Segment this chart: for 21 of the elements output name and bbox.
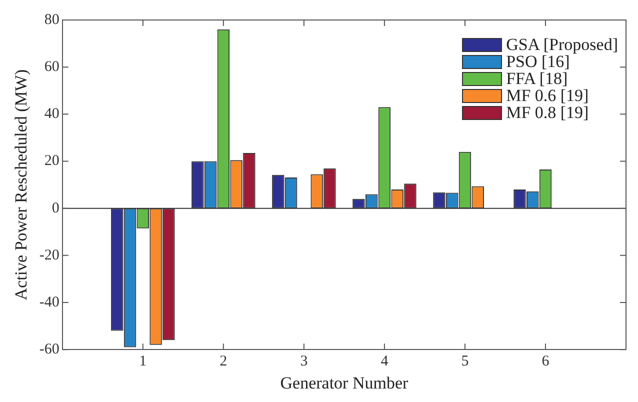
legend-label: FFA [18] bbox=[506, 69, 568, 88]
legend-label: PSO [16] bbox=[506, 52, 570, 71]
legend-label: MF 0.8 [19] bbox=[506, 103, 589, 122]
legend-label: MF 0.6 [19] bbox=[506, 86, 589, 105]
y-tick-label: 60 bbox=[44, 59, 60, 76]
y-tick-label: 40 bbox=[44, 106, 60, 122]
y-tick-label: 20 bbox=[44, 153, 60, 170]
y-axis-title: Active Power Rescheduled (MW) bbox=[12, 69, 31, 300]
y-tick-label: -60 bbox=[39, 342, 60, 358]
x-tick-label: 6 bbox=[542, 354, 550, 370]
y-tick-label: -20 bbox=[39, 247, 60, 264]
legend-label: GSA [Proposed] bbox=[506, 35, 618, 54]
y-tick-label: 80 bbox=[44, 12, 60, 28]
x-axis-title: Generator Number bbox=[280, 373, 408, 392]
y-tick-label: -40 bbox=[39, 294, 60, 310]
x-tick-label: 2 bbox=[220, 354, 228, 370]
x-tick-label: 5 bbox=[461, 354, 469, 370]
x-tick-label: 1 bbox=[139, 354, 147, 370]
x-tick-label: 3 bbox=[300, 354, 308, 370]
y-tick-label: 0 bbox=[52, 200, 60, 216]
x-tick-label: 4 bbox=[380, 354, 389, 370]
